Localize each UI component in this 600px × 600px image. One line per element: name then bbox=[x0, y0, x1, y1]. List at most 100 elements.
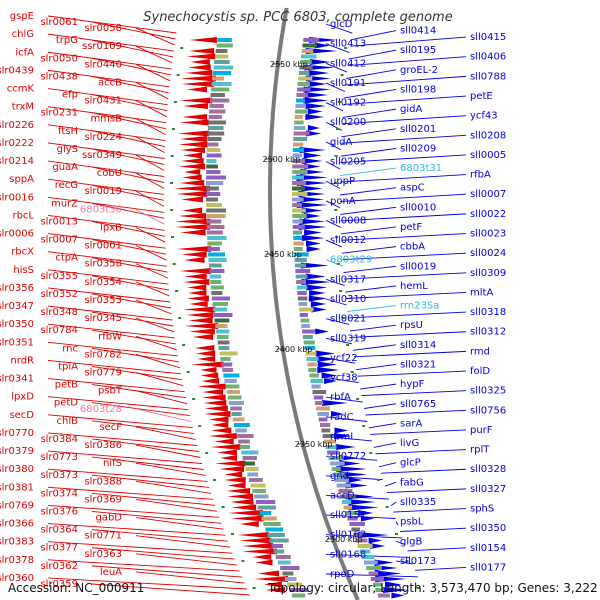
forward-strand-gene bbox=[321, 372, 338, 379]
ring-dot bbox=[252, 587, 256, 589]
category-box bbox=[207, 142, 219, 147]
gene-label-right: sll0005 bbox=[470, 150, 506, 161]
reverse-strand-gene bbox=[189, 37, 217, 43]
category-box bbox=[361, 555, 375, 559]
gene-label-left: slr0438 bbox=[40, 71, 78, 82]
gene-label-left: slr0439 bbox=[0, 65, 34, 76]
category-box bbox=[210, 93, 225, 97]
gene-label-right: sll0022 bbox=[470, 209, 506, 220]
gene-label-left: guaA bbox=[52, 162, 78, 173]
reverse-strand-gene bbox=[174, 218, 211, 225]
gene-label-left: slr0771 bbox=[84, 531, 122, 542]
category-box bbox=[231, 412, 242, 416]
category-box bbox=[333, 472, 346, 477]
reverse-strand-gene bbox=[195, 350, 216, 357]
ring-dot bbox=[198, 425, 202, 427]
forward-strand-gene bbox=[309, 59, 331, 65]
reverse-strand-gene bbox=[183, 152, 202, 159]
reverse-strand-gene bbox=[210, 444, 241, 450]
reverse-strand-gene bbox=[191, 361, 224, 368]
label-connector bbox=[135, 571, 245, 584]
forward-strand-gene bbox=[307, 108, 323, 115]
category-box bbox=[224, 379, 237, 383]
gene-label-left: slr0360 bbox=[0, 573, 34, 584]
label-connector bbox=[351, 30, 397, 41]
label-connector bbox=[365, 409, 467, 416]
reverse-strand-gene bbox=[181, 81, 214, 87]
category-box bbox=[207, 126, 224, 130]
gene-label-right: sll0335 bbox=[400, 497, 436, 508]
category-box bbox=[210, 98, 230, 103]
ring-dot bbox=[335, 128, 339, 130]
category-box bbox=[206, 175, 226, 180]
forward-strand-gene bbox=[348, 504, 379, 511]
forward-strand-gene bbox=[324, 378, 337, 384]
label-connector bbox=[135, 227, 166, 243]
reverse-strand-gene bbox=[194, 345, 215, 351]
gene-label-left: slr0222 bbox=[0, 138, 34, 149]
reverse-strand-gene bbox=[184, 169, 201, 175]
map-title: Synechocystis sp. PCC 6803, complete gen… bbox=[143, 10, 452, 25]
category-box bbox=[273, 549, 285, 554]
category-box bbox=[207, 247, 220, 251]
gene-label-right: sll0201 bbox=[400, 124, 436, 135]
label-connector bbox=[91, 130, 165, 148]
gene-labels: gspE slr0061 slr0058 chlG trpG ssr0109 icfA slr… bbox=[0, 11, 506, 590]
category-box bbox=[244, 461, 255, 466]
category-box bbox=[292, 170, 308, 174]
reverse-strand-gene bbox=[264, 581, 282, 588]
category-box bbox=[302, 43, 317, 48]
category-box bbox=[366, 566, 382, 570]
label-connector bbox=[380, 468, 467, 474]
category-box bbox=[324, 439, 336, 444]
category-box bbox=[300, 60, 312, 64]
label-connector bbox=[135, 281, 170, 297]
reverse-strand-gene bbox=[179, 119, 209, 126]
gene-label-right: gnd bbox=[330, 471, 349, 482]
label-connector bbox=[135, 390, 188, 405]
gene-label-right: sll0309 bbox=[470, 268, 506, 279]
gene-label-right: uppP bbox=[330, 176, 355, 187]
ring-dot bbox=[346, 344, 350, 346]
gene-label-right: accD bbox=[330, 490, 355, 501]
label-connector bbox=[135, 100, 167, 118]
category-box bbox=[295, 269, 311, 273]
gene-label-right: rpmI bbox=[330, 432, 353, 443]
forward-strand-gene bbox=[300, 196, 324, 203]
gene-label-left: slr0231 bbox=[40, 108, 78, 119]
forward-strand-gene bbox=[305, 114, 324, 120]
category-box bbox=[216, 335, 229, 339]
label-connector bbox=[344, 89, 397, 99]
reverse-strand-gene bbox=[183, 306, 216, 313]
category-box bbox=[297, 291, 307, 295]
gene-label-left: slr0384 bbox=[40, 434, 78, 445]
ring-dot bbox=[213, 479, 216, 481]
gene-label-left: slr0369 bbox=[84, 494, 122, 505]
reverse-strand-gene bbox=[255, 559, 273, 566]
reverse-strand-gene bbox=[242, 548, 277, 555]
label-connector bbox=[345, 285, 397, 293]
category-box bbox=[303, 340, 315, 345]
kbp-tick-label: 2350 kbp bbox=[295, 440, 333, 449]
gene-label-right: purF bbox=[470, 425, 493, 436]
category-box bbox=[216, 43, 233, 48]
label-connector bbox=[390, 501, 397, 506]
label-connector bbox=[91, 293, 172, 309]
gene-label-left: hisS bbox=[13, 265, 34, 276]
label-connector bbox=[325, 377, 359, 384]
gene-label-right: sll0772 bbox=[330, 451, 366, 462]
kbp-tick-label: 2400 kbp bbox=[275, 345, 313, 354]
gene-label-right: 6803t29 bbox=[330, 255, 372, 266]
reverse-strand-gene bbox=[182, 174, 202, 181]
forward-strand-gene bbox=[335, 444, 356, 450]
gene-label-left: slr0224 bbox=[84, 132, 122, 143]
category-box bbox=[269, 538, 289, 543]
gene-label-right: sll0208 bbox=[470, 130, 506, 141]
topology-text: Topology: circular; Length: 3,573,470 bp… bbox=[268, 581, 598, 595]
label-connector bbox=[325, 278, 345, 287]
category-box bbox=[292, 192, 308, 196]
forward-strand-gene bbox=[358, 510, 374, 516]
category-box bbox=[299, 313, 308, 317]
